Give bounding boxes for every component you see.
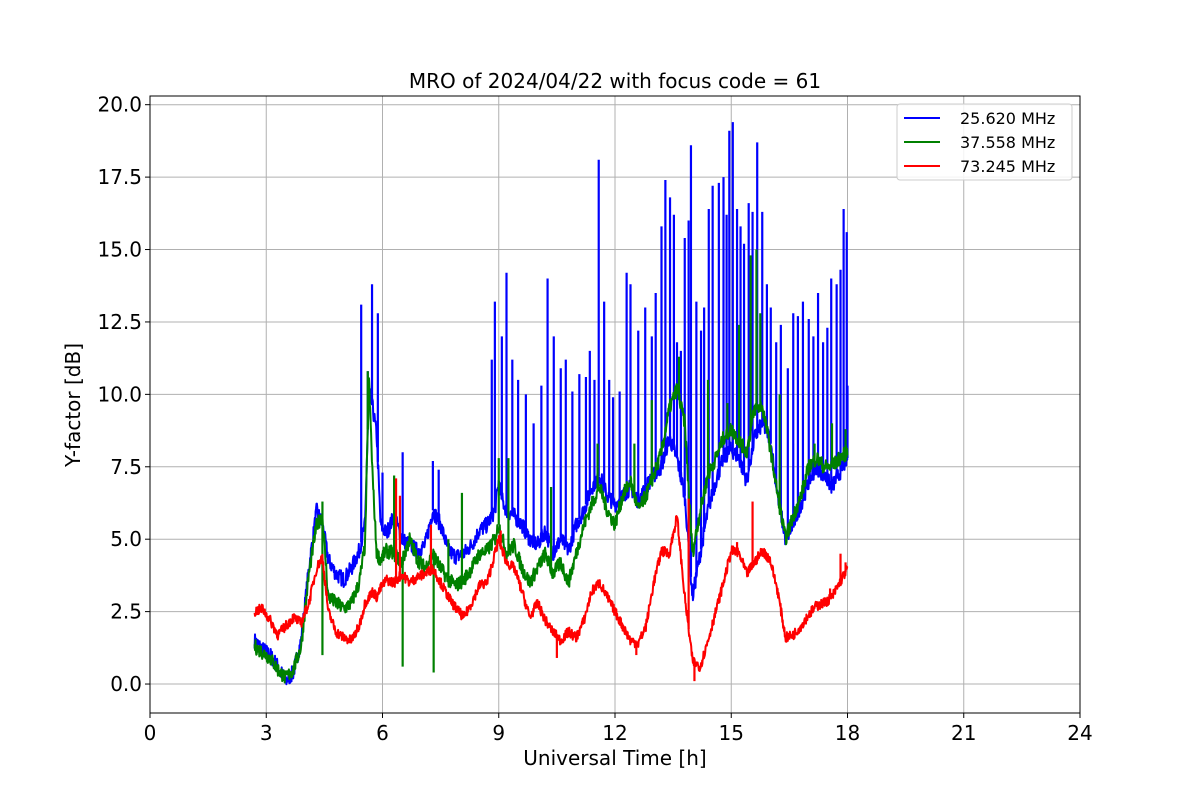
y-tick-label: 17.5 xyxy=(97,165,142,189)
x-axis: 0 3 6 9 12 15 18 21 24 xyxy=(144,713,1093,745)
x-tick-label: 21 xyxy=(951,721,976,745)
x-tick-label: 24 xyxy=(1067,721,1092,745)
series-layer xyxy=(253,122,849,686)
y-tick-label: 0.0 xyxy=(110,672,142,696)
series-2 xyxy=(253,478,849,682)
legend-label-37558: 37.558 MHz xyxy=(960,133,1055,152)
y-tick-label: 5.0 xyxy=(110,527,142,551)
x-tick-label: 12 xyxy=(602,721,627,745)
x-tick-label: 15 xyxy=(719,721,744,745)
x-tick-label: 9 xyxy=(492,721,505,745)
y-tick-label: 10.0 xyxy=(97,382,142,406)
chart-title: MRO of 2024/04/22 with focus code = 61 xyxy=(409,69,821,93)
x-tick-label: 6 xyxy=(376,721,389,745)
x-tick-label: 0 xyxy=(144,721,157,745)
y-axis: 0.0 2.5 5.0 7.5 10.0 12.5 15.0 17.5 20.0 xyxy=(97,93,150,696)
y-axis-label: Y-factor [dB] xyxy=(61,343,85,468)
legend: 25.620 MHz 37.558 MHz 73.245 MHz xyxy=(896,103,1073,181)
series-0 xyxy=(253,122,849,686)
y-tick-label: 7.5 xyxy=(110,455,142,479)
x-tick-label: 3 xyxy=(260,721,273,745)
series-1 xyxy=(253,249,849,684)
legend-box xyxy=(896,103,1073,181)
y-tick-label: 15.0 xyxy=(97,238,142,262)
series-line xyxy=(253,515,849,672)
y-tick-label: 20.0 xyxy=(97,93,142,117)
y-tick-label: 2.5 xyxy=(110,600,142,624)
x-tick-label: 18 xyxy=(835,721,860,745)
legend-label-25620: 25.620 MHz xyxy=(960,109,1055,128)
x-axis-label: Universal Time [h] xyxy=(523,746,706,770)
legend-label-73245: 73.245 MHz xyxy=(960,157,1055,176)
y-tick-label: 12.5 xyxy=(97,310,142,334)
